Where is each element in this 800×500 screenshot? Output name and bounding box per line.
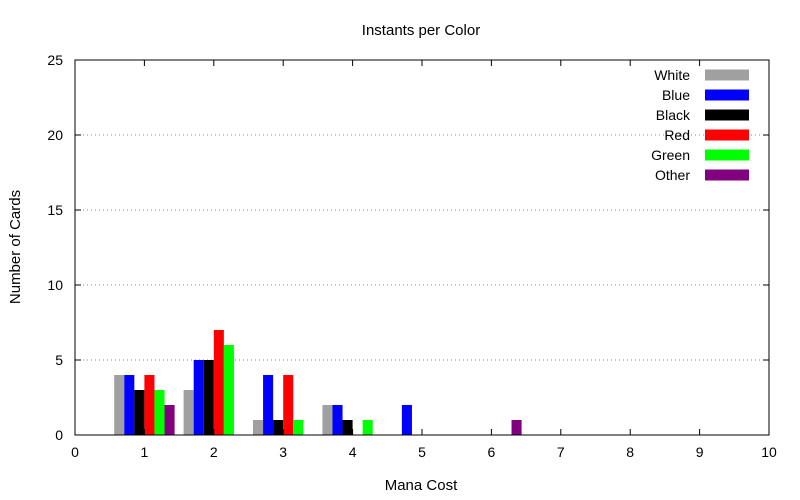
- x-tick-label: 10: [761, 444, 777, 460]
- bar-other: [164, 405, 175, 435]
- x-tick-label: 5: [418, 444, 426, 460]
- legend-label-red: Red: [664, 127, 690, 143]
- legend-label-white: White: [654, 67, 690, 83]
- legend-swatch-red: [705, 129, 749, 141]
- bar-white: [114, 375, 125, 435]
- bar-blue: [401, 405, 412, 435]
- x-tick-label: 6: [488, 444, 496, 460]
- bar-white: [183, 390, 194, 435]
- legend-label-green: Green: [651, 147, 690, 163]
- bar-black: [342, 420, 353, 435]
- bar-green: [154, 390, 165, 435]
- x-axis-title: Mana Cost: [385, 477, 458, 494]
- legend: White Blue Black Red Green Other: [651, 67, 749, 183]
- y-tick-label: 15: [47, 202, 63, 218]
- legend-swatch-black: [705, 109, 749, 121]
- bar-white: [322, 405, 333, 435]
- y-tick-label: 20: [47, 127, 63, 143]
- legend-label-other: Other: [655, 167, 690, 183]
- y-tick-label: 25: [47, 52, 63, 68]
- legend-swatch-green: [705, 149, 749, 161]
- legend-label-black: Black: [656, 107, 691, 123]
- bar-red: [213, 330, 224, 435]
- bar-other: [511, 420, 522, 435]
- legend-label-blue: Blue: [662, 87, 690, 103]
- axis-ticks: 0 5 10 15 20 25 0 1 2 3 4 5 6 7 8 9 10: [47, 52, 777, 460]
- x-tick-label: 3: [279, 444, 287, 460]
- bar-black: [134, 390, 145, 435]
- bar-green: [293, 420, 304, 435]
- bar-blue: [193, 360, 204, 435]
- bar-red: [144, 375, 155, 435]
- x-tick-label: 2: [210, 444, 218, 460]
- y-tick-label: 10: [47, 277, 63, 293]
- bars: [114, 330, 522, 435]
- bar-green: [362, 420, 373, 435]
- legend-swatch-white: [705, 69, 749, 81]
- y-axis-title: Number of Cards: [7, 190, 24, 304]
- bar-blue: [332, 405, 343, 435]
- bar-black: [203, 360, 214, 435]
- bar-blue: [263, 375, 274, 435]
- bar-green: [223, 345, 234, 435]
- x-tick-label: 7: [557, 444, 565, 460]
- legend-swatch-blue: [705, 89, 749, 101]
- bar-blue: [124, 375, 135, 435]
- legend-swatch-other: [705, 169, 749, 181]
- bar-red: [283, 375, 294, 435]
- x-tick-label: 4: [349, 444, 357, 460]
- bar-black: [273, 420, 284, 435]
- chart-title: Instants per Color: [362, 22, 480, 39]
- x-tick-label: 8: [626, 444, 634, 460]
- y-tick-label: 5: [55, 352, 63, 368]
- y-tick-label: 0: [55, 427, 63, 443]
- x-tick-label: 9: [696, 444, 704, 460]
- bar-white: [253, 420, 264, 435]
- x-tick-label: 1: [141, 444, 149, 460]
- x-tick-label: 0: [71, 444, 79, 460]
